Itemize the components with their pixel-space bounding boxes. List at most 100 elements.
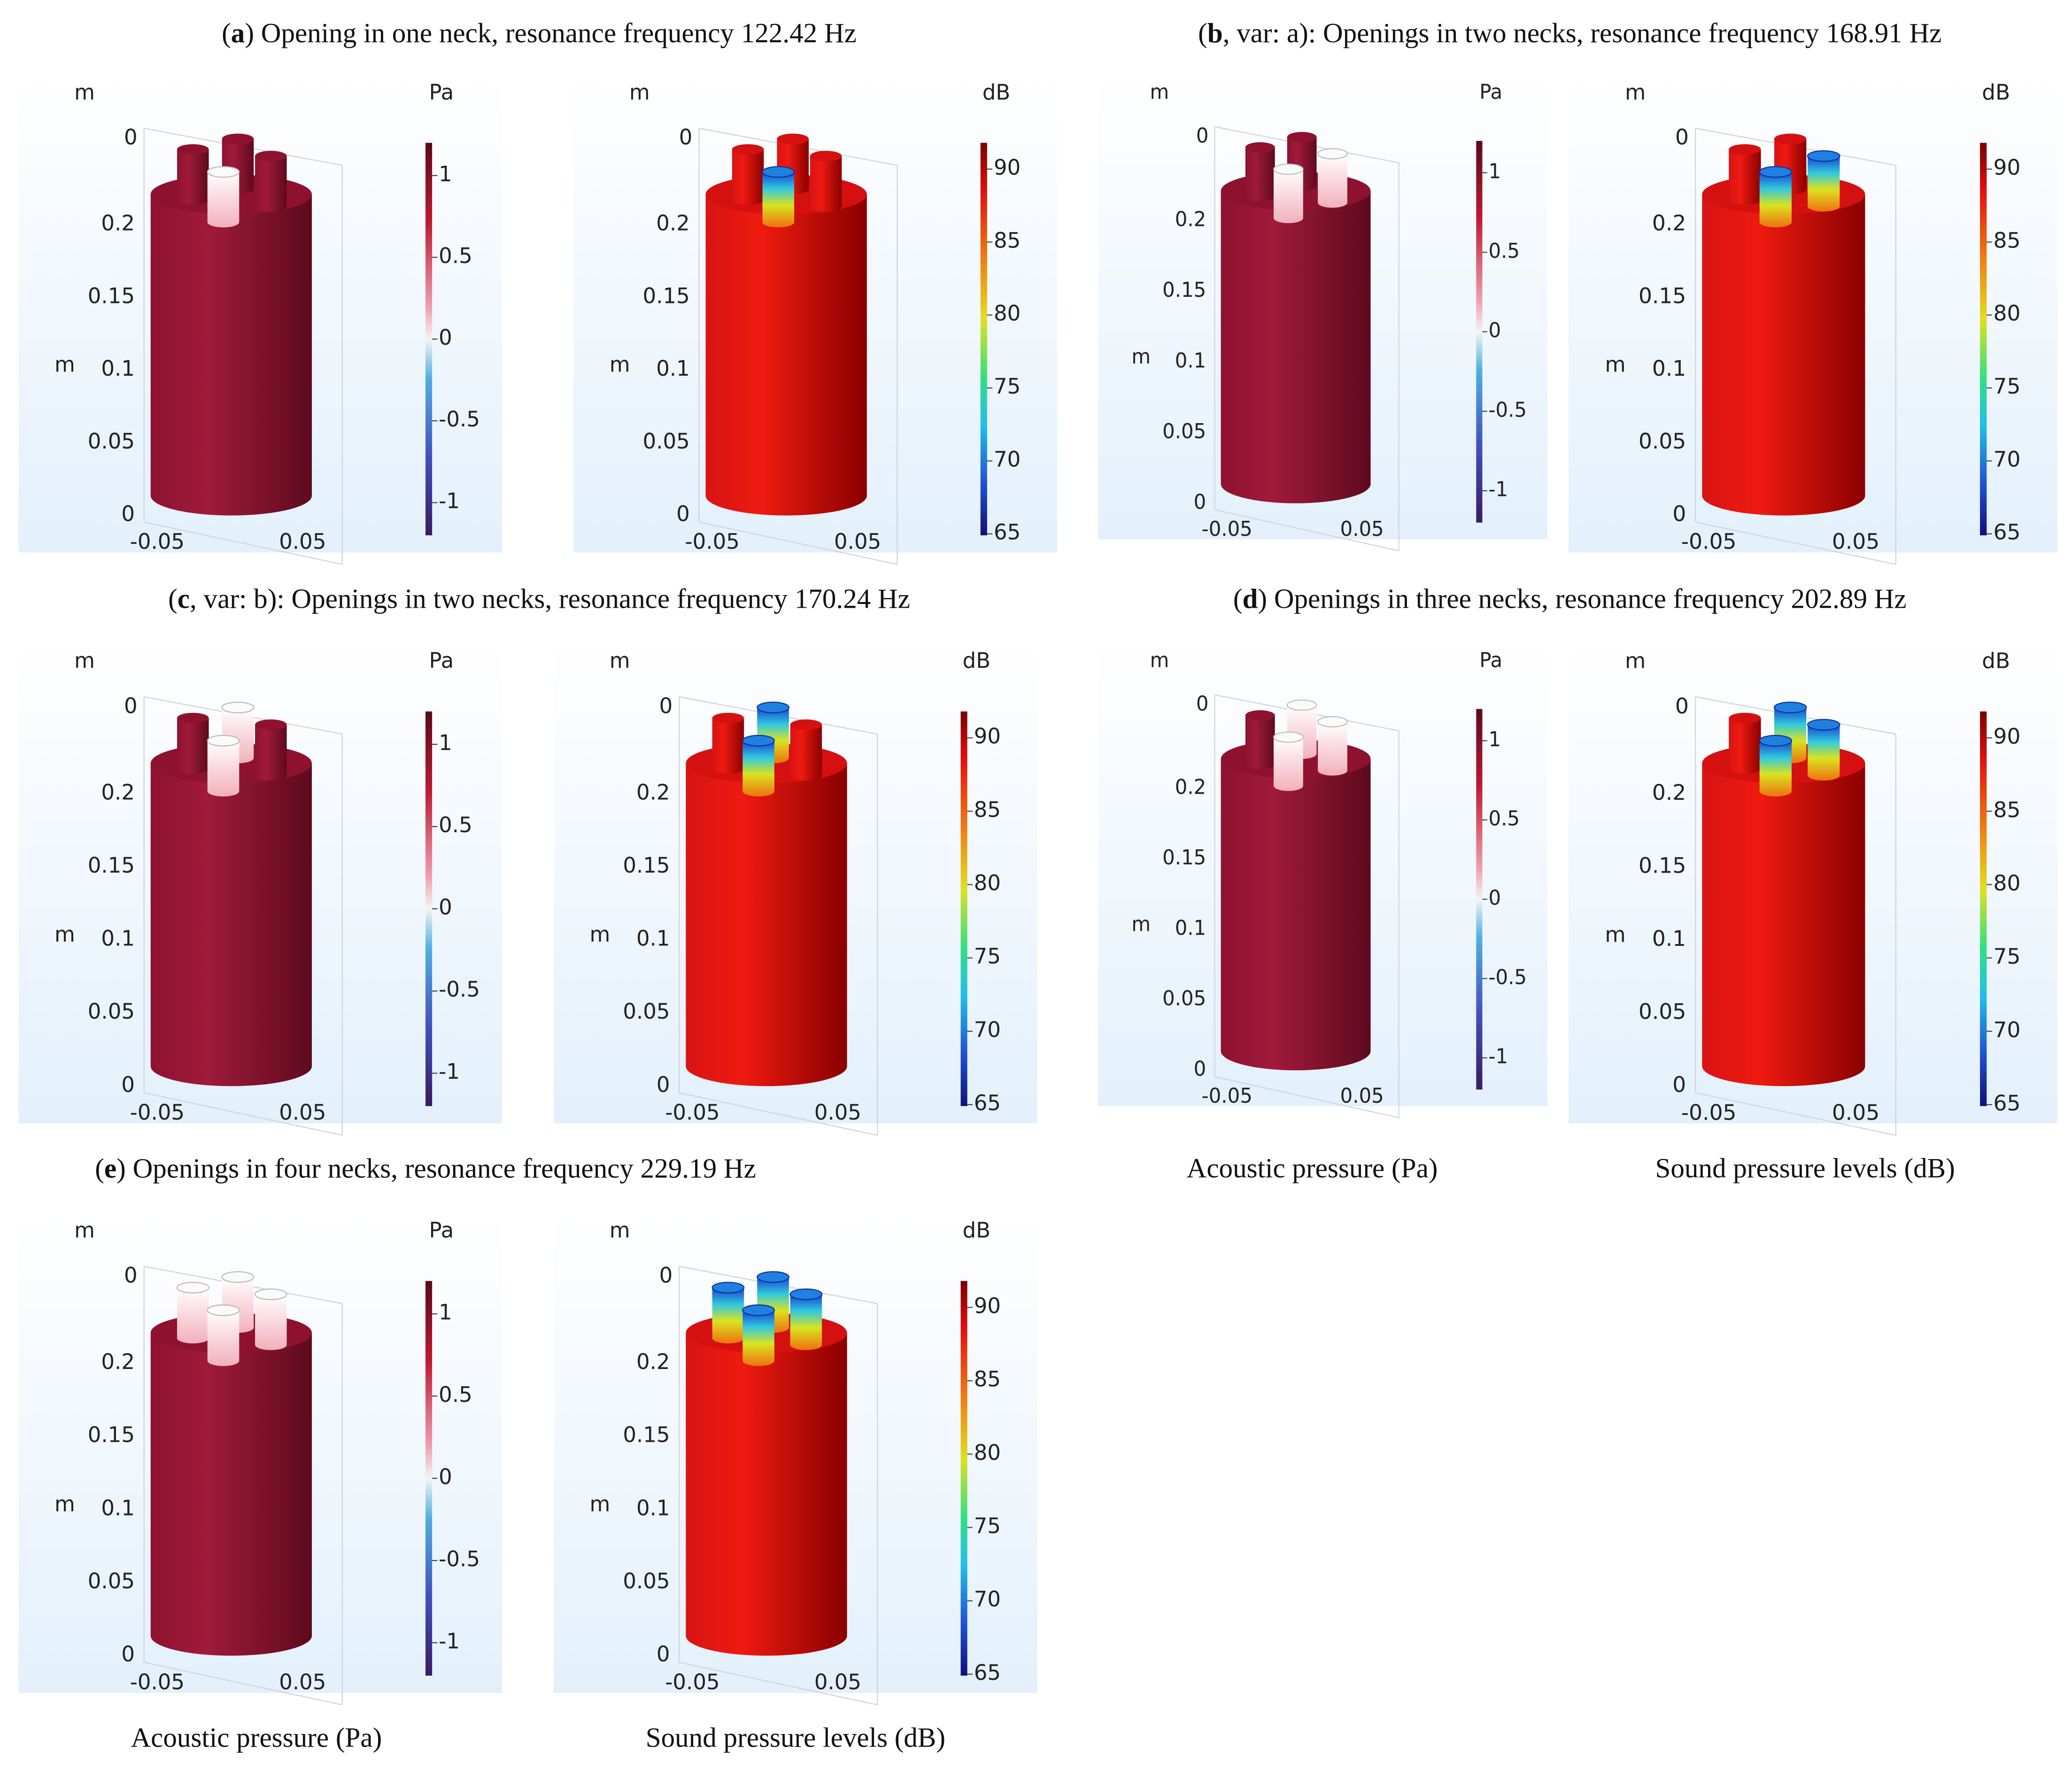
neck [790, 725, 822, 781]
z-tick-label: 0.15 [88, 853, 135, 878]
neck-top [1245, 142, 1275, 153]
neck [207, 741, 240, 797]
axis-frame [1695, 521, 1896, 565]
plot: m dB m 0 0.2 0.15 0.1 0.05 0 -0.05 0.05 90 85 80 75 70 6… [1568, 73, 2058, 565]
y-tick-label: 0 [124, 693, 138, 718]
colorbar [425, 711, 433, 1106]
z-tick-label: 0.2 [1652, 211, 1686, 236]
plot: m Pa m 0 0.2 0.15 0.1 0.05 0 -0.05 0.05 1 0.5 0 -0.5 -1 [1098, 641, 1547, 1119]
length-unit: m [74, 1218, 95, 1243]
length-unit: m [74, 648, 95, 673]
y-tick-label: 0 [1196, 124, 1209, 148]
plot: m Pa m 0 0.2 0.15 0.1 0.05 0 -0.05 0.05 1 0.5 0 -0.5 -1 [18, 1210, 503, 1706]
value-unit: Pa [429, 648, 454, 673]
plot: m dB m 0 0.2 0.15 0.1 0.05 0 -0.05 0.05 90 85 80 75 70 6… [553, 641, 1037, 1136]
value-unit: Pa [429, 1218, 454, 1243]
panel-letter: e [104, 1152, 116, 1183]
colorbar-tick-label: 90 [974, 724, 1001, 749]
z-tick-label: 0.1 [101, 1495, 135, 1520]
caption-text: , var: a): Openings in two necks, resona… [1223, 17, 1942, 48]
caption-open: ( [168, 583, 178, 614]
axis-frame [144, 1092, 343, 1136]
colorbar-tick-label: 65 [1994, 520, 2021, 545]
z-tick-label: 0.1 [1175, 916, 1206, 940]
z-tick-label: 0.1 [1652, 356, 1686, 381]
neck [732, 149, 764, 205]
caption-open: ( [95, 1152, 104, 1183]
neck [1245, 147, 1275, 201]
axis-frame [1214, 1076, 1399, 1119]
neck [177, 718, 209, 774]
z-tick-label: 0 [657, 1072, 670, 1097]
colorbar-tick-label: 1 [1488, 160, 1501, 184]
y-tick-label: 0 [124, 125, 138, 150]
value-unit: dB [963, 648, 990, 673]
neck-top [1317, 716, 1348, 727]
z-tick-label: 0.05 [88, 429, 135, 454]
caption-text: ) Opening in one neck, resonance frequen… [245, 17, 857, 48]
length-unit: m [629, 80, 650, 105]
colorbar-tick-label: 75 [1994, 374, 2021, 399]
cylinder-body [705, 194, 867, 516]
colorbar-tick-label: 0 [439, 325, 452, 350]
neck [742, 741, 774, 797]
neck [712, 1287, 744, 1344]
z-tick-label: 0.1 [636, 926, 670, 951]
x-tick-label: -0.05 [130, 1670, 185, 1694]
z-tick-label: 0.15 [1162, 846, 1206, 870]
z-tick-label: 0 [1672, 1072, 1686, 1097]
value-unit: dB [1982, 649, 2010, 673]
colorbar-tick-label: 65 [974, 1090, 1001, 1115]
colorbar-tick-label: 65 [974, 1660, 1001, 1685]
z-tick-label: 0.1 [1175, 349, 1206, 373]
colorbar [1476, 709, 1483, 1090]
colorbar-tick-label: 85 [1994, 797, 2021, 822]
x-tick-label: 0.05 [279, 1670, 326, 1694]
neck-top [1286, 699, 1317, 711]
colorbar-tick-label: 75 [1994, 944, 2021, 969]
cylinder-body [150, 194, 312, 516]
x-tick-label: -0.05 [1202, 517, 1252, 541]
neck [712, 718, 744, 774]
neck-top [1245, 710, 1275, 721]
plot: m Pa m 0 0.2 0.15 0.1 0.05 0 -0.05 0.05 1 0.5 0 -0.5 -1 [18, 641, 503, 1136]
colorbar [425, 1281, 433, 1676]
x-tick-label: 0.05 [814, 1670, 861, 1694]
plot: m Pa m 0 0.2 0.15 0.1 0.05 0 -0.05 0.05 1 0.5 0 -0.5 -1 [18, 73, 503, 565]
plot: m dB m 0 0.2 0.15 0.1 0.05 0 -0.05 0.05 90 85 80 75 70 6… [1568, 641, 2058, 1136]
axis-label: m [610, 352, 630, 377]
colorbar-tick-label: 80 [974, 870, 1001, 895]
neck [1808, 725, 1840, 781]
length-unit: m [1625, 80, 1646, 105]
z-tick-label: 0.2 [101, 780, 135, 804]
panel-caption: (b, var: a): Openings in two necks, reso… [1198, 17, 1941, 48]
z-tick-label: 0 [676, 502, 690, 526]
colorbar-tick-label: 70 [974, 1587, 1001, 1612]
column-label: Acoustic pressure (Pa) [1187, 1152, 1438, 1183]
neck [1729, 149, 1761, 205]
colorbar-tick-label: -1 [439, 1059, 460, 1084]
neck-top [177, 712, 209, 724]
colorbar [1980, 711, 1987, 1106]
colorbar-tick-label: 0.5 [439, 243, 472, 268]
colorbar-tick-label: 90 [1994, 724, 2021, 749]
panel-letter: a [231, 17, 245, 48]
axis-label: m [590, 1492, 611, 1516]
colorbar-tick-label: 90 [1994, 155, 2021, 180]
column-label: Sound pressure levels (dB) [646, 1722, 945, 1753]
y-tick-label: 0 [659, 1263, 673, 1288]
z-tick-label: 0.15 [623, 1423, 670, 1447]
neck-top [221, 701, 255, 713]
z-tick-label: 0.2 [1175, 208, 1206, 232]
x-tick-label: -0.05 [1681, 529, 1737, 554]
value-unit: dB [963, 1218, 990, 1243]
axis-frame [1214, 509, 1399, 551]
panel-letter: d [1243, 583, 1258, 614]
neck-top [221, 1271, 255, 1283]
colorbar-tick-label: 70 [1994, 1017, 2021, 1042]
neck-top [1273, 163, 1304, 175]
colorbar-tick-label: 90 [994, 155, 1021, 180]
plot: m Pa m 0 0.2 0.15 0.1 0.05 0 -0.05 0.05 1 0.5 0 -0.5 -1 [1098, 73, 1547, 551]
z-tick-label: 0 [1672, 502, 1686, 526]
